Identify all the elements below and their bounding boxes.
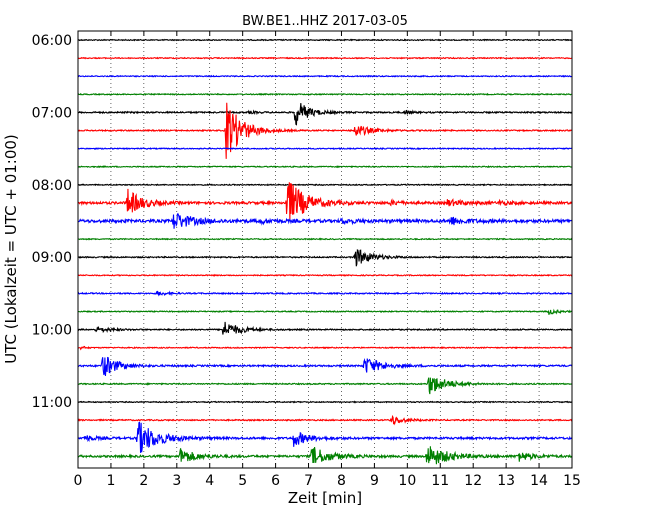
y-tick-labels: 06:00 07:00 08:00 09:00 10:00 11:00 bbox=[32, 33, 72, 411]
x-tick-label: 10 bbox=[398, 473, 416, 489]
trace-0730 bbox=[77, 147, 573, 151]
trace-0800 bbox=[77, 183, 573, 187]
y-tick-label: 07:00 bbox=[32, 105, 72, 121]
x-tick-label: 0 bbox=[74, 473, 83, 489]
trace-0615 bbox=[77, 56, 573, 60]
x-tick-label: 6 bbox=[271, 473, 280, 489]
trace-1130 bbox=[77, 421, 573, 453]
y-tick-label: 11:00 bbox=[32, 395, 72, 411]
y-axis-label: UTC (Lokalzeit = UTC + 01:00) bbox=[2, 134, 20, 364]
trace-1030 bbox=[77, 356, 573, 376]
y-tick-label: 10:00 bbox=[32, 323, 72, 339]
x-tick-label: 8 bbox=[337, 473, 346, 489]
trace-0845 bbox=[77, 237, 573, 241]
trace-0815 bbox=[77, 182, 573, 221]
trace-0945 bbox=[77, 308, 573, 315]
trace-0930 bbox=[77, 290, 573, 297]
x-tick-label: 12 bbox=[464, 473, 482, 489]
x-tick-label: 1 bbox=[106, 473, 115, 489]
trace-0900 bbox=[77, 249, 573, 267]
trace-0645 bbox=[77, 92, 573, 96]
trace-1115 bbox=[77, 414, 573, 426]
y-tick-label: 09:00 bbox=[32, 250, 72, 266]
x-tick-label: 5 bbox=[238, 473, 247, 489]
trace-0915 bbox=[77, 273, 573, 277]
trace-0745 bbox=[77, 165, 573, 169]
x-axis-label: Zeit [min] bbox=[288, 489, 362, 507]
trace-0630 bbox=[77, 74, 573, 78]
x-tick-labels: 0 1 2 3 4 5 6 7 8 9 10 11 12 13 14 15 bbox=[74, 473, 581, 489]
x-tick-label: 13 bbox=[497, 473, 515, 489]
trace-0700 bbox=[77, 103, 573, 126]
trace-1015 bbox=[77, 345, 573, 351]
x-tick-label: 4 bbox=[205, 473, 214, 489]
x-tick-label: 2 bbox=[139, 473, 148, 489]
trace-0600 bbox=[77, 38, 573, 42]
x-tick-label: 9 bbox=[370, 473, 379, 489]
x-tick-label: 14 bbox=[530, 473, 548, 489]
chart-title: BW.BE1..HHZ 2017-03-05 bbox=[242, 14, 408, 29]
tick-marks bbox=[77, 31, 573, 468]
trace-1100 bbox=[77, 400, 573, 404]
x-tick-label: 3 bbox=[172, 473, 181, 489]
y-tick-label: 08:00 bbox=[32, 178, 72, 194]
plot-frame bbox=[77, 30, 573, 469]
x-tick-label: 7 bbox=[304, 473, 313, 489]
trace-lines bbox=[77, 38, 573, 465]
grid-lines bbox=[78, 31, 572, 468]
x-tick-label: 11 bbox=[431, 473, 449, 489]
trace-1145 bbox=[77, 446, 573, 465]
trace-1045 bbox=[77, 377, 573, 395]
x-tick-label: 15 bbox=[563, 473, 581, 489]
trace-1000 bbox=[77, 321, 573, 335]
y-tick-label: 06:00 bbox=[32, 33, 72, 49]
trace-0715 bbox=[77, 102, 573, 159]
trace-0830 bbox=[77, 212, 573, 229]
